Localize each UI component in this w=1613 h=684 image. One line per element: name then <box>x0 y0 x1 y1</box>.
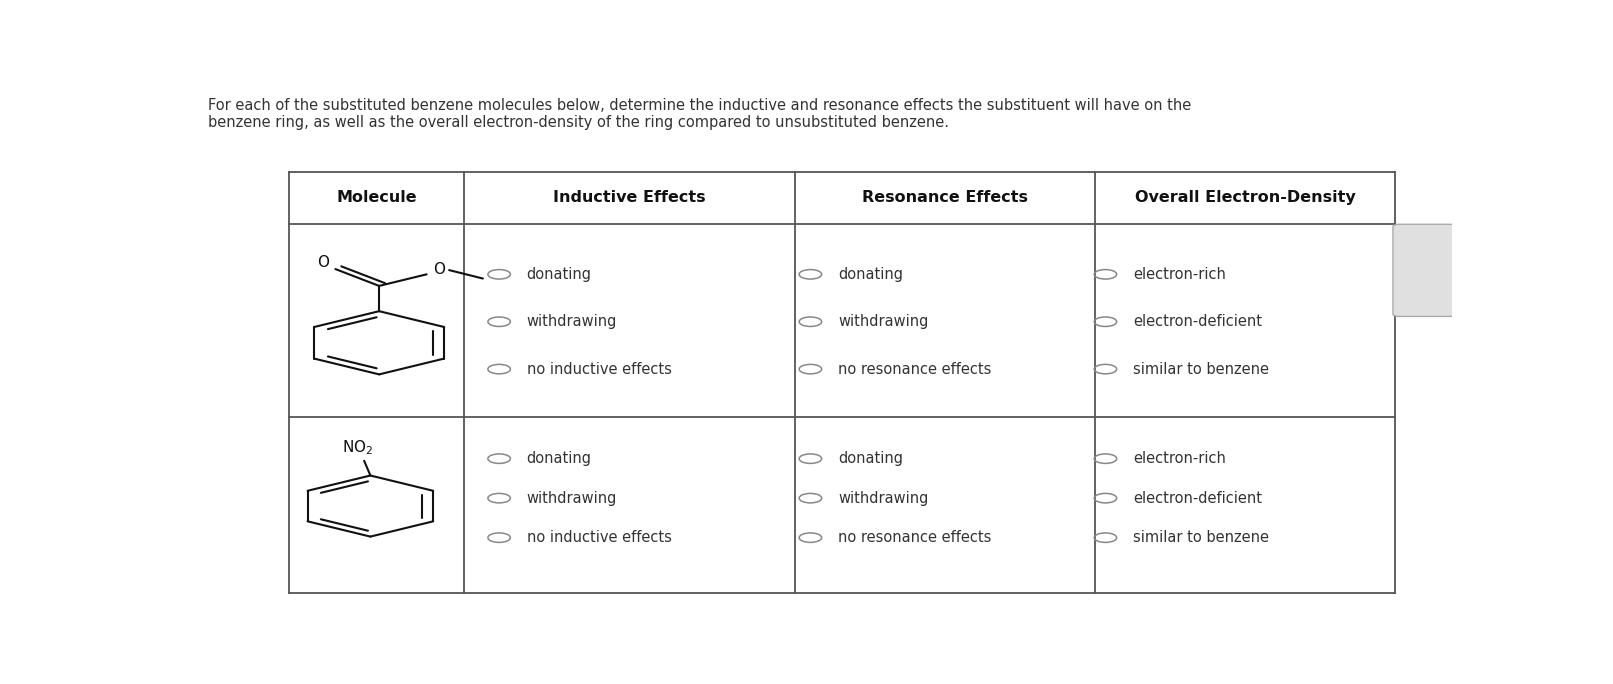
Text: donating: donating <box>837 451 903 466</box>
Text: Overall Electron-Density: Overall Electron-Density <box>1136 190 1357 205</box>
Text: >: > <box>1416 261 1432 279</box>
FancyBboxPatch shape <box>1394 224 1455 317</box>
Text: withdrawing: withdrawing <box>527 314 618 329</box>
Text: O: O <box>316 255 329 270</box>
Text: no resonance effects: no resonance effects <box>837 530 992 545</box>
Text: electron-deficient: electron-deficient <box>1132 490 1261 505</box>
Text: similar to benzene: similar to benzene <box>1132 362 1269 377</box>
Text: electron-deficient: electron-deficient <box>1132 314 1261 329</box>
Text: O: O <box>434 261 445 276</box>
Text: donating: donating <box>527 267 592 282</box>
Text: no inductive effects: no inductive effects <box>527 362 671 377</box>
Text: similar to benzene: similar to benzene <box>1132 530 1269 545</box>
Text: electron-rich: electron-rich <box>1132 267 1226 282</box>
Text: donating: donating <box>837 267 903 282</box>
Text: Inductive Effects: Inductive Effects <box>553 190 706 205</box>
Text: withdrawing: withdrawing <box>527 490 618 505</box>
Text: NO$_2$: NO$_2$ <box>342 438 374 457</box>
Text: no resonance effects: no resonance effects <box>837 362 992 377</box>
Text: Molecule: Molecule <box>337 190 416 205</box>
Text: no inductive effects: no inductive effects <box>527 530 671 545</box>
Text: For each of the substituted benzene molecules below, determine the inductive and: For each of the substituted benzene mole… <box>208 98 1190 130</box>
Text: Resonance Effects: Resonance Effects <box>863 190 1029 205</box>
Text: withdrawing: withdrawing <box>837 490 929 505</box>
Text: electron-rich: electron-rich <box>1132 451 1226 466</box>
Text: donating: donating <box>527 451 592 466</box>
Text: withdrawing: withdrawing <box>837 314 929 329</box>
